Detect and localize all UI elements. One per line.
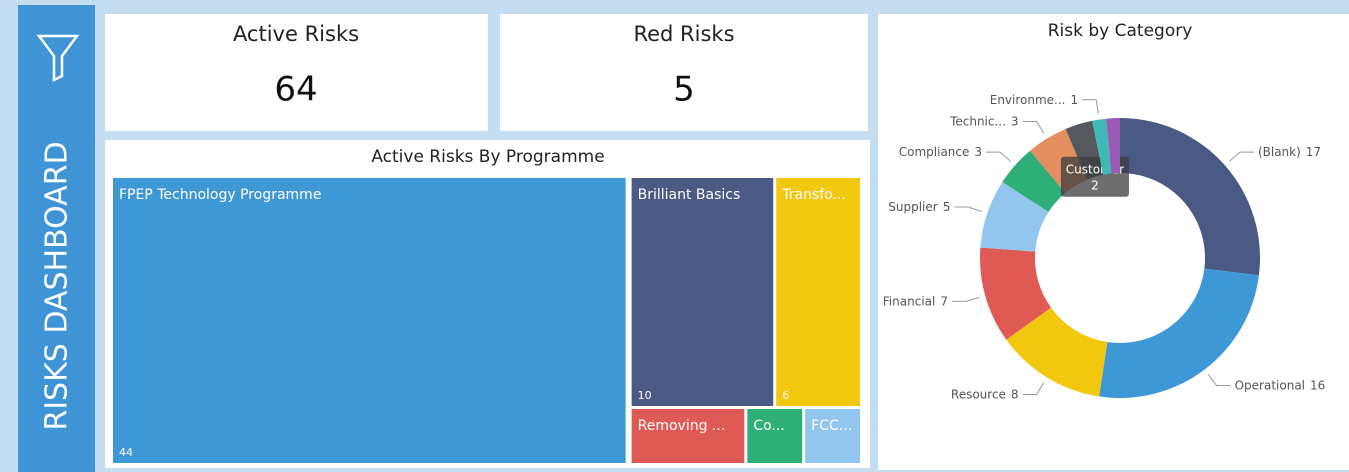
slice-value: 16 — [1310, 378, 1325, 392]
slice-name: Supplier — [888, 200, 938, 214]
card-value: 5 — [673, 70, 695, 110]
donut-slice — [1002, 150, 1066, 212]
sidebar — [18, 5, 95, 472]
slice-name: Environme... — [990, 92, 1066, 106]
leader-line — [1022, 382, 1045, 396]
card-value: 64 — [274, 70, 317, 110]
donut-slice — [1006, 307, 1108, 397]
treemap-tile — [631, 178, 774, 406]
slice-name: Financial — [883, 294, 936, 308]
donut-panel — [878, 14, 1349, 470]
slice-value: 3 — [1011, 114, 1019, 128]
chart-title: Risk by Category — [1048, 21, 1193, 41]
card-label: Active Risks — [233, 22, 359, 46]
tile-label: Brilliant Basics — [638, 187, 741, 203]
leader-line — [1022, 120, 1045, 134]
slice-label: Operational 16 — [1235, 378, 1326, 392]
slice-label: Compliance 3 — [899, 145, 982, 159]
filter-icon[interactable] — [36, 34, 80, 83]
tooltip-value: 2 — [1091, 178, 1099, 192]
tile-label: Co... — [753, 418, 784, 434]
leader-line — [1082, 99, 1099, 114]
slice-name: Technic... — [949, 114, 1006, 128]
leader-line — [986, 151, 1011, 162]
treemap-tile — [631, 409, 745, 463]
slice-value: 17 — [1306, 145, 1321, 159]
slice-label: (Blank) 17 — [1258, 145, 1321, 159]
slice-name: (Blank) — [1258, 145, 1301, 159]
tile-value: 6 — [782, 389, 789, 402]
slice-label: Technic... 3 — [949, 114, 1018, 128]
tile-label: Removing ... — [638, 418, 726, 434]
slice-value: 7 — [940, 294, 948, 308]
slice-value: 3 — [974, 145, 982, 159]
donut-slice — [1120, 118, 1260, 276]
tile-value: 44 — [119, 446, 133, 459]
chart-title: Active Risks By Programme — [371, 147, 604, 167]
slice-value: 1 — [1071, 92, 1079, 106]
slice-label: Environme... 1 — [990, 92, 1078, 106]
sidebar-title: RISKS DASHBOARD — [40, 141, 75, 430]
tile-label: Transfo... — [781, 187, 846, 203]
tile-value: 10 — [638, 389, 652, 402]
treemap-tile — [113, 178, 626, 463]
treemap-tile — [747, 409, 803, 463]
treemap-tile — [805, 409, 860, 463]
leader-line — [1229, 151, 1254, 162]
slice-name: Resource — [951, 387, 1006, 401]
tile-label: FPEP Technology Programme — [119, 187, 321, 203]
card — [500, 14, 868, 131]
slice-value: 5 — [943, 200, 951, 214]
donut-slice — [980, 247, 1051, 340]
treemap-tile — [776, 178, 860, 406]
tile-label: FCC... — [811, 418, 852, 434]
donut-slice — [980, 182, 1049, 252]
slice-name: Operational — [1235, 378, 1305, 392]
card — [105, 14, 488, 131]
slice-label: Supplier 5 — [888, 200, 950, 214]
card-label: Red Risks — [633, 22, 734, 46]
leader-line — [1207, 374, 1231, 387]
donut-slice — [1106, 118, 1120, 174]
slice-label: Resource 8 — [951, 387, 1019, 401]
slice-name: Compliance — [899, 145, 970, 159]
donut-slice — [1099, 268, 1259, 398]
leader-line — [954, 206, 982, 212]
slice-value: 8 — [1011, 387, 1019, 401]
donut-slice — [1092, 118, 1112, 175]
leader-line — [951, 297, 980, 302]
slice-label: Financial 7 — [883, 294, 948, 308]
